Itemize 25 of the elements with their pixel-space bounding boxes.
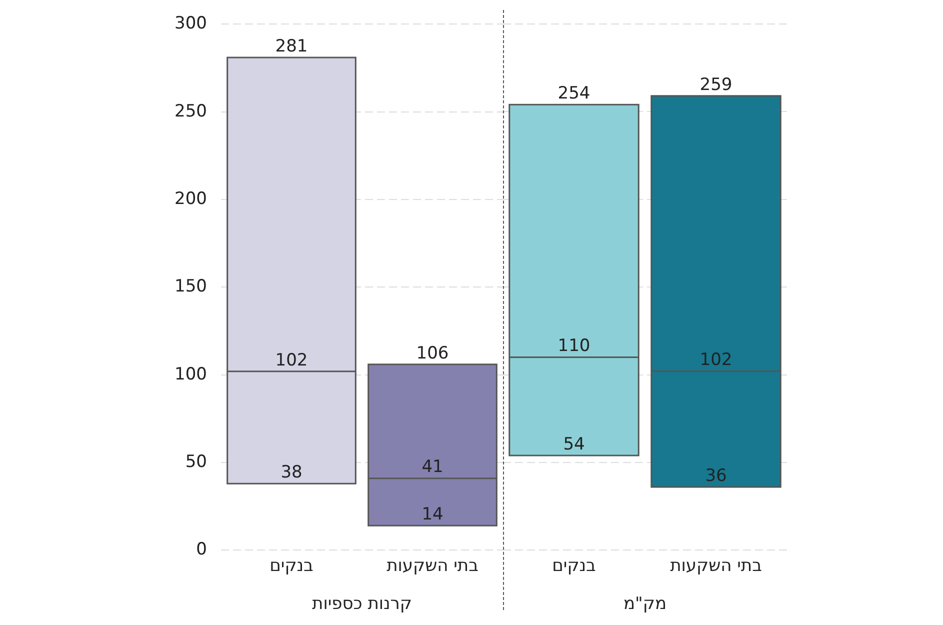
annotation: 54 bbox=[563, 434, 585, 454]
annotation: 254 bbox=[558, 84, 590, 104]
annotation: 110 bbox=[558, 336, 590, 356]
y-tick-label: 100 bbox=[174, 364, 207, 384]
x-tick-label: בתי השקעות bbox=[670, 556, 762, 576]
annotation: 106 bbox=[416, 343, 449, 364]
x-axis-title: קרנות כספיות bbox=[312, 594, 412, 614]
annotation: 38 bbox=[280, 462, 302, 482]
y-tick-label: 300 bbox=[174, 14, 207, 34]
annotation: 259 bbox=[700, 74, 732, 95]
y-tick-label: 150 bbox=[174, 276, 207, 297]
annotation: 102 bbox=[700, 350, 732, 370]
y-tick-label: 200 bbox=[174, 188, 207, 209]
annotation: 14 bbox=[422, 504, 444, 525]
y-tick-label: 0 bbox=[196, 540, 207, 560]
x-axis-title: מק"מ bbox=[624, 594, 666, 614]
x-tick-label: בנקים bbox=[270, 556, 314, 576]
x-tick-label: בנקים bbox=[552, 556, 596, 576]
y-tick-label: 250 bbox=[174, 101, 207, 122]
annotation: 281 bbox=[275, 36, 308, 56]
annotation: 41 bbox=[422, 457, 444, 478]
annotation: 102 bbox=[275, 350, 308, 370]
x-tick-label: בתי השקעות bbox=[386, 556, 479, 576]
y-tick-label: 50 bbox=[185, 452, 207, 472]
annotation: 36 bbox=[705, 466, 727, 486]
